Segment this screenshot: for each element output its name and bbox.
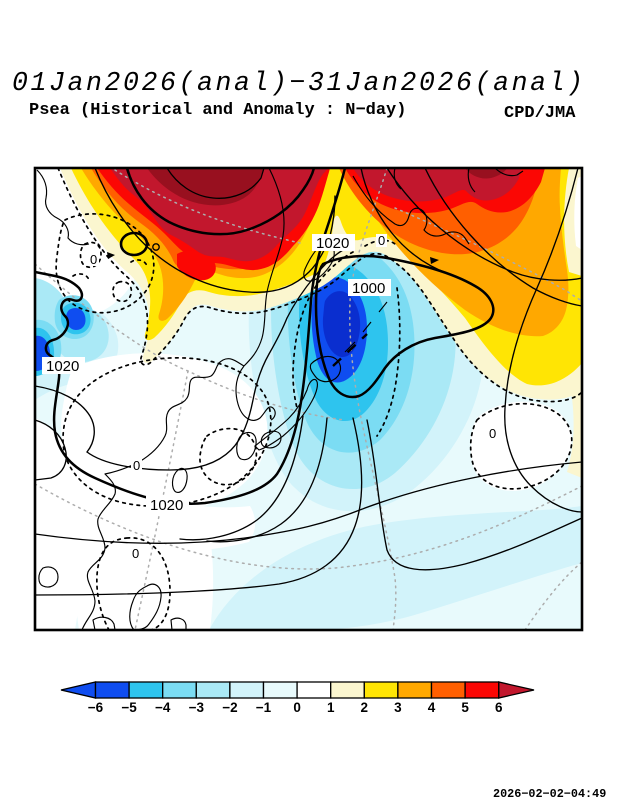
svg-text:1020: 1020 — [46, 358, 79, 375]
svg-text:Psea (Historical and Anomaly :: Psea (Historical and Anomaly : N−day) — [29, 101, 406, 120]
svg-text:0: 0 — [133, 458, 140, 473]
svg-text:2026−02−02−04:49: 2026−02−02−04:49 — [493, 787, 606, 800]
svg-text:01Jan2026(anal)−31Jan2026(anal: 01Jan2026(anal)−31Jan2026(anal) — [12, 68, 586, 98]
svg-text:5: 5 — [461, 700, 469, 715]
svg-text:1020: 1020 — [316, 235, 349, 252]
svg-text:CPD/JMA: CPD/JMA — [504, 104, 576, 123]
svg-text:1000: 1000 — [352, 280, 385, 297]
svg-text:2: 2 — [361, 700, 369, 715]
svg-text:4: 4 — [428, 700, 436, 715]
svg-text:0: 0 — [293, 700, 301, 715]
svg-text:−4: −4 — [155, 700, 171, 715]
svg-text:3: 3 — [394, 700, 402, 715]
svg-text:1020: 1020 — [150, 497, 183, 514]
svg-text:−1: −1 — [256, 700, 272, 715]
svg-text:−5: −5 — [121, 700, 137, 715]
svg-text:0: 0 — [90, 252, 97, 267]
svg-text:1: 1 — [327, 700, 335, 715]
svg-text:−3: −3 — [189, 700, 205, 715]
svg-text:−6: −6 — [88, 700, 104, 715]
svg-text:0: 0 — [132, 546, 139, 561]
svg-text:6: 6 — [495, 700, 503, 715]
svg-text:0: 0 — [489, 426, 496, 441]
svg-text:−2: −2 — [222, 700, 237, 715]
svg-text:0: 0 — [378, 233, 385, 248]
